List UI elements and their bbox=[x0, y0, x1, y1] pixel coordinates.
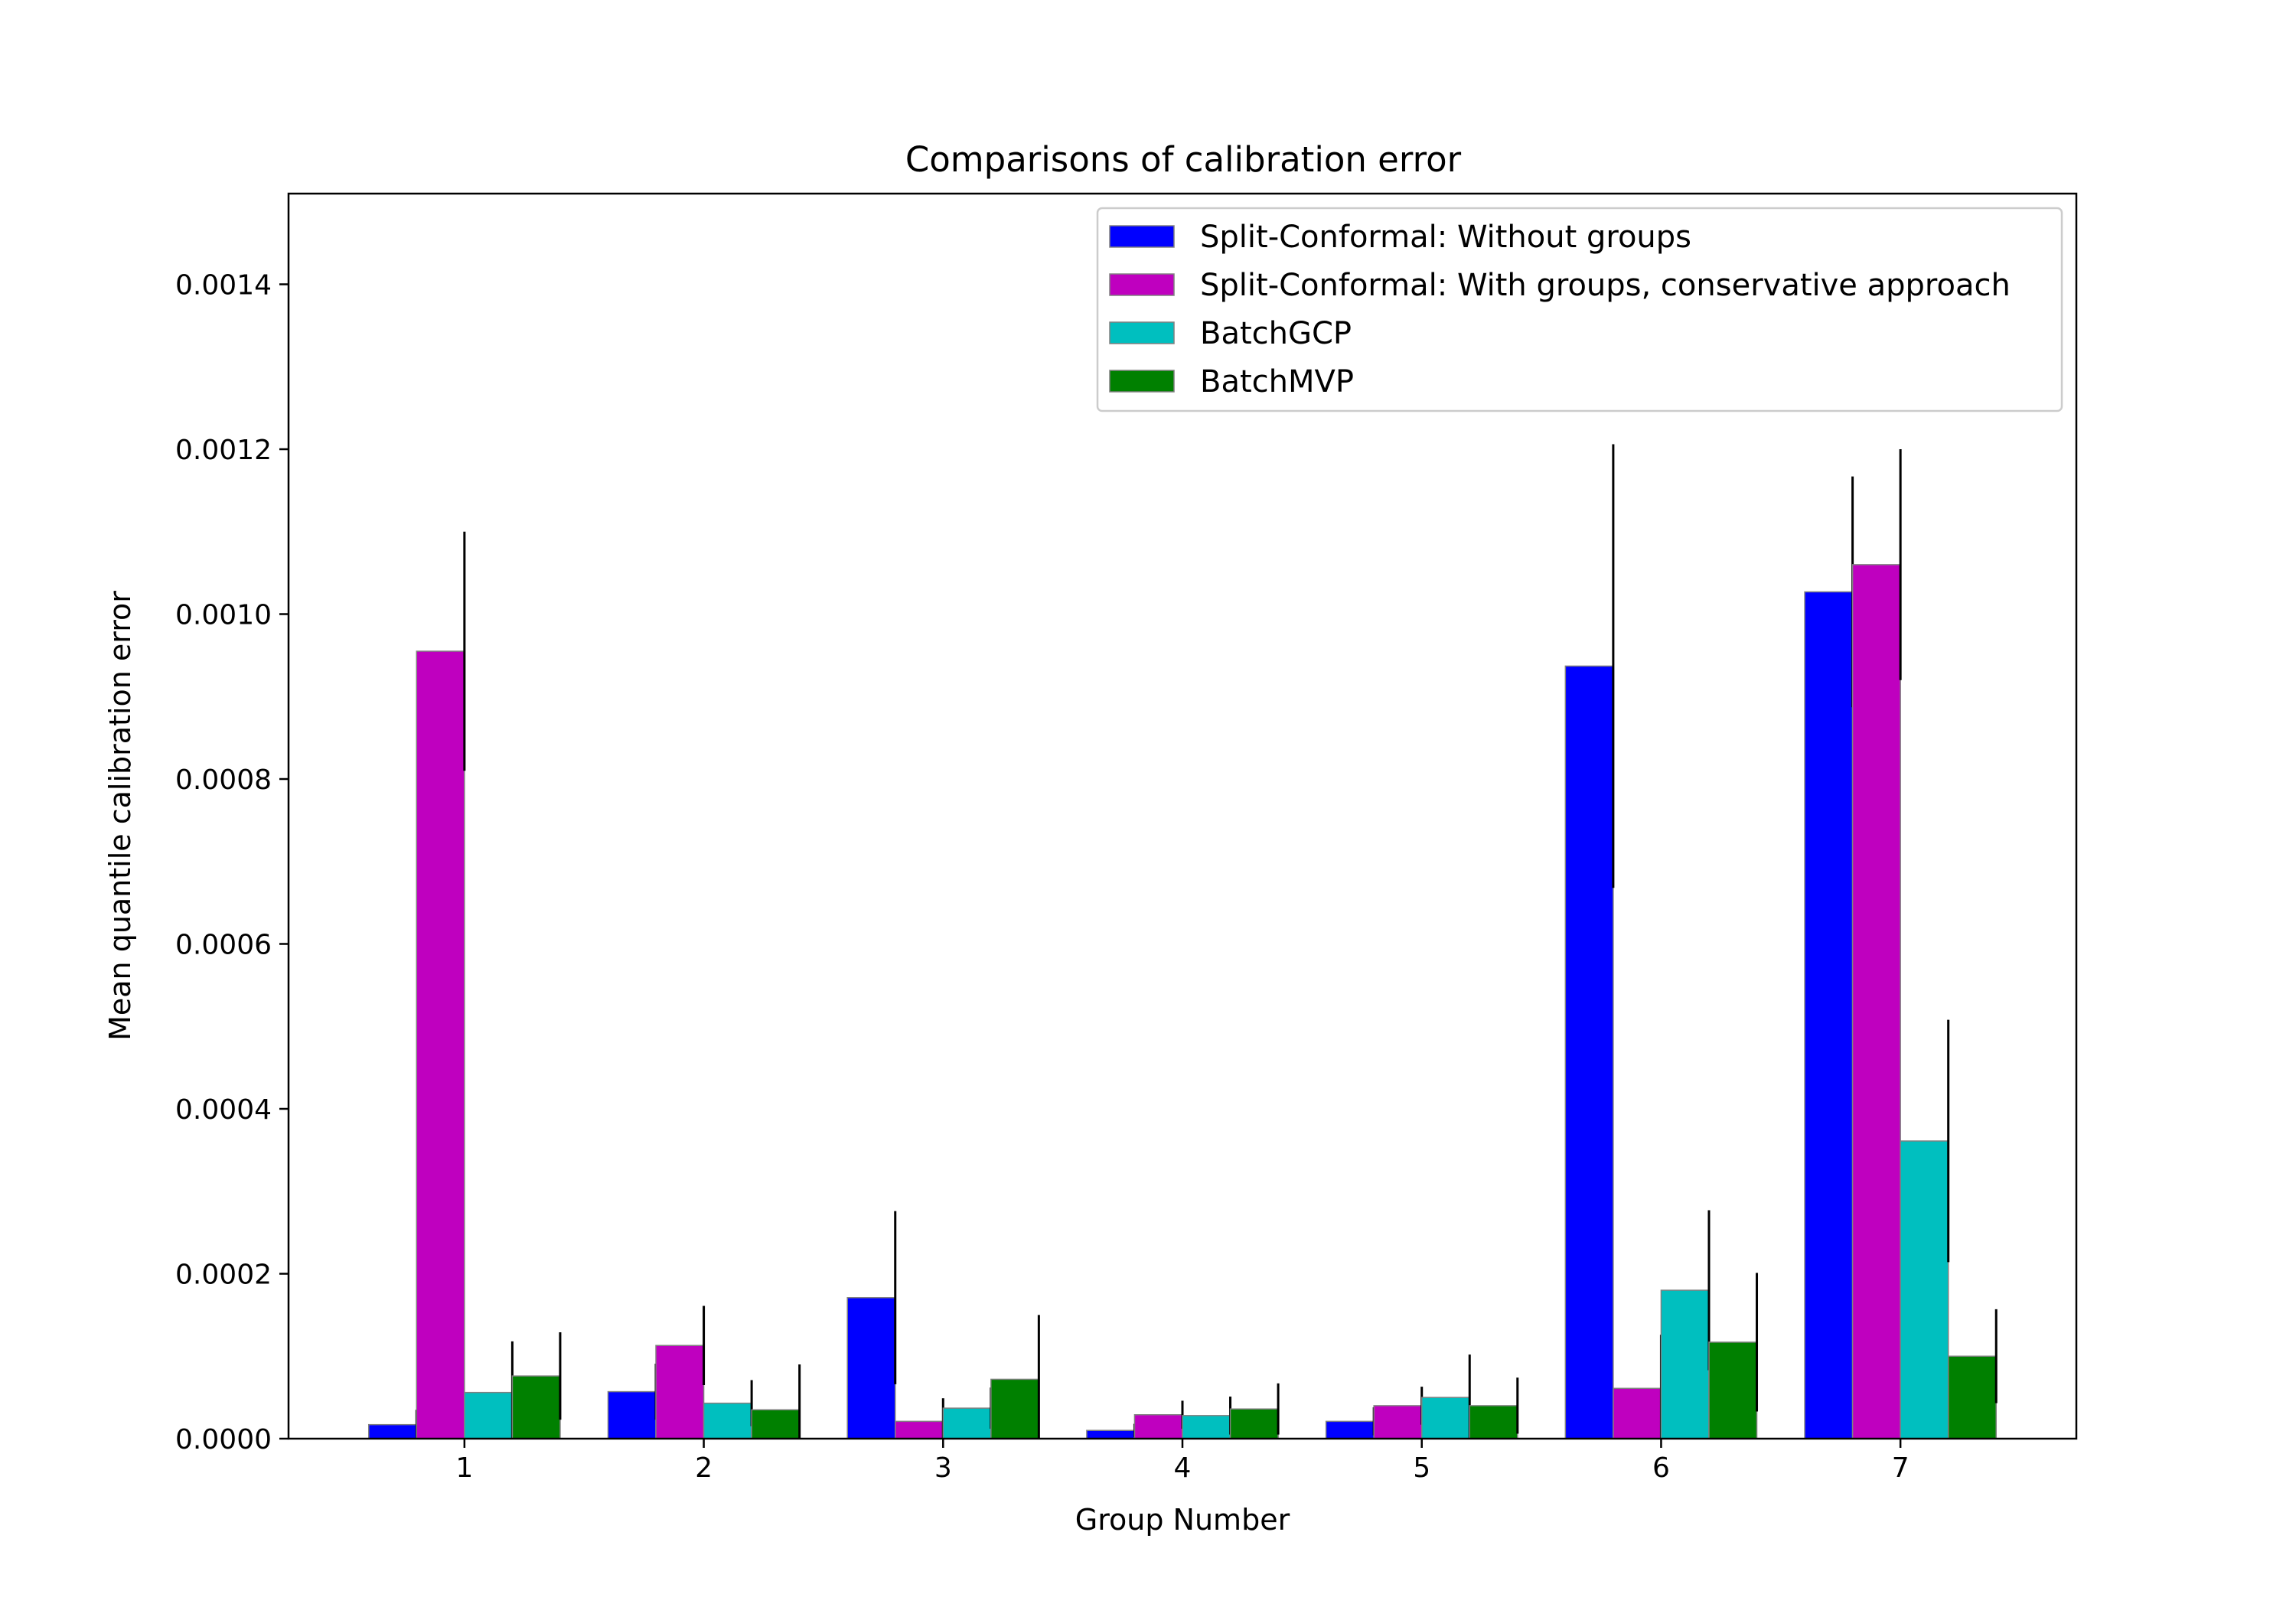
bar bbox=[1373, 1405, 1423, 1439]
x-tick-label: 3 bbox=[934, 1452, 952, 1484]
bar bbox=[464, 1391, 514, 1439]
x-tick-label: 7 bbox=[1892, 1452, 1910, 1484]
series-3 bbox=[464, 1019, 1950, 1439]
y-tick-label: 0.0004 bbox=[175, 1094, 272, 1126]
bar bbox=[1564, 665, 1614, 1439]
bar bbox=[1469, 1405, 1518, 1439]
bar bbox=[942, 1407, 992, 1439]
chart-title: Comparisons of calibration error bbox=[905, 139, 1462, 180]
bar bbox=[1660, 1289, 1710, 1439]
bar bbox=[1708, 1341, 1758, 1439]
bar bbox=[655, 1345, 705, 1439]
bar bbox=[1804, 591, 1854, 1439]
bar bbox=[1325, 1420, 1375, 1439]
plot-area bbox=[368, 444, 1998, 1439]
legend-label: Split-Conformal: With groups, conservati… bbox=[1200, 268, 2011, 303]
x-axis-label: Group Number bbox=[1075, 1503, 1290, 1537]
legend-swatch bbox=[1109, 321, 1175, 344]
bar bbox=[1086, 1429, 1136, 1439]
bar bbox=[1947, 1355, 1997, 1439]
legend-frame bbox=[1096, 207, 2063, 412]
legend-label: Split-Conformal: Without groups bbox=[1200, 220, 1691, 255]
legend-swatch bbox=[1109, 225, 1175, 248]
bar bbox=[1900, 1140, 1949, 1439]
bar bbox=[846, 1297, 896, 1439]
x-axis: 1 2 3 4 5 6 7 bbox=[455, 1439, 1910, 1484]
bar bbox=[894, 1420, 944, 1439]
y-tick-label: 0.0014 bbox=[175, 270, 272, 302]
bar bbox=[511, 1375, 561, 1439]
bar bbox=[751, 1409, 801, 1439]
y-tick-label: 0.0006 bbox=[175, 930, 272, 961]
y-tick-label: 0.0010 bbox=[175, 600, 272, 631]
bar bbox=[607, 1390, 657, 1439]
y-tick-label: 0.0012 bbox=[175, 435, 272, 466]
bar bbox=[703, 1402, 752, 1439]
bar bbox=[1420, 1397, 1471, 1439]
x-tick-label: 2 bbox=[695, 1452, 713, 1484]
x-tick-label: 1 bbox=[455, 1452, 473, 1484]
bar bbox=[1229, 1408, 1279, 1439]
y-axis-label: Mean quantile calibration error bbox=[103, 591, 137, 1041]
y-tick-label: 0.0002 bbox=[175, 1260, 272, 1291]
bar bbox=[368, 1423, 418, 1439]
legend: Split-Conformal: Without groups Split-Con… bbox=[1096, 207, 2063, 412]
x-tick-label: 5 bbox=[1413, 1452, 1430, 1484]
series-1 bbox=[368, 444, 1854, 1439]
y-axis: 0.0000 0.0002 0.0004 0.0006 0.0008 0.0010 0.00… bbox=[175, 270, 289, 1455]
legend-label: BatchGCP bbox=[1200, 316, 1352, 351]
bar bbox=[416, 650, 465, 1439]
bar bbox=[1182, 1415, 1231, 1439]
x-tick-label: 4 bbox=[1174, 1452, 1192, 1484]
x-tick-label: 6 bbox=[1652, 1452, 1670, 1484]
series-4 bbox=[511, 1273, 1998, 1439]
legend-swatch bbox=[1109, 273, 1175, 296]
bar bbox=[990, 1378, 1040, 1439]
legend-label: BatchMVP bbox=[1200, 364, 1354, 399]
y-tick-label: 0.0008 bbox=[175, 764, 272, 796]
bar bbox=[1851, 564, 1901, 1439]
y-tick-label: 0.0000 bbox=[175, 1424, 272, 1455]
bar bbox=[1133, 1414, 1183, 1439]
legend-swatch bbox=[1109, 370, 1175, 393]
bar bbox=[1613, 1387, 1662, 1439]
